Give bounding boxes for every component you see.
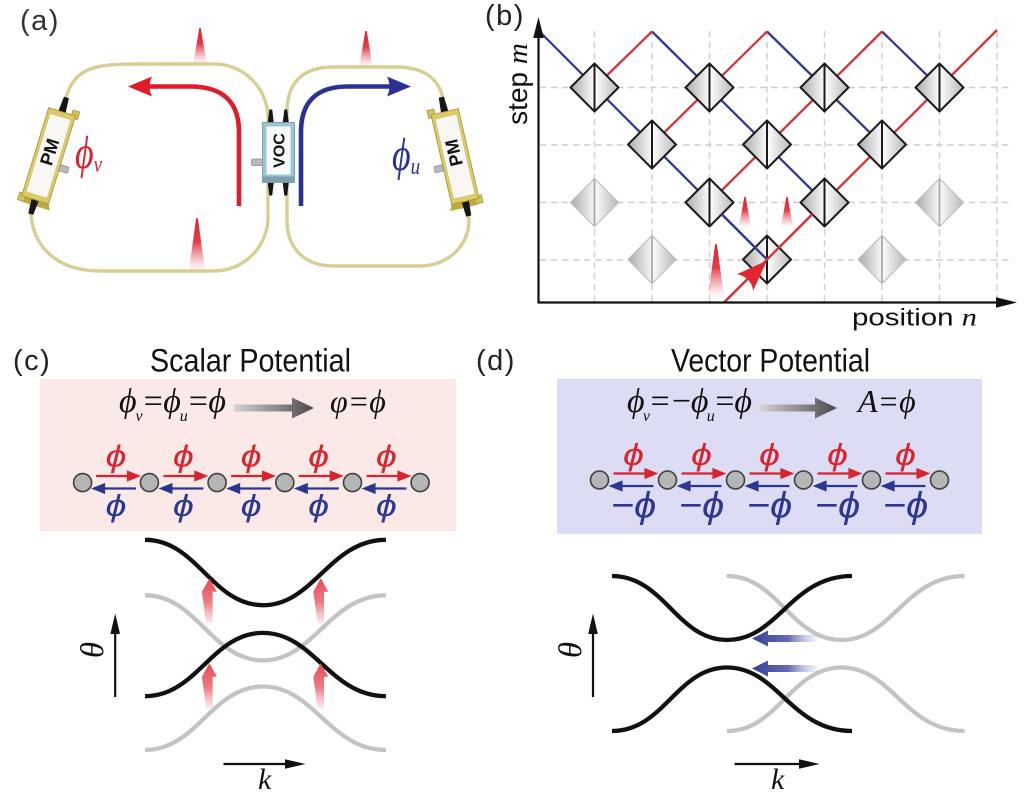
- svg-text:ϕv=ϕu=ϕ: ϕv=ϕu=ϕ: [119, 383, 226, 425]
- svg-text:θ: θ: [75, 642, 111, 658]
- svg-text:ϕ: ϕ: [173, 489, 194, 523]
- svg-text:−ϕ: −ϕ: [679, 485, 725, 526]
- svg-text:k: k: [258, 763, 272, 790]
- svg-text:ϕv: ϕv: [75, 127, 102, 178]
- svg-text:ϕ: ϕ: [827, 438, 848, 472]
- svg-text:ϕ: ϕ: [895, 438, 916, 472]
- svg-text:Vector Potential: Vector Potential: [671, 343, 870, 379]
- svg-text:ϕ: ϕ: [241, 440, 262, 474]
- svg-text:ϕ: ϕ: [376, 440, 397, 474]
- svg-text:ϕu: ϕu: [392, 129, 420, 180]
- svg-text:−ϕ: −ϕ: [883, 485, 929, 526]
- svg-text:ϕ: ϕ: [759, 438, 780, 472]
- svg-text:ϕv=−ϕu=ϕ: ϕv=−ϕu=ϕ: [627, 383, 752, 425]
- svg-text:(c): (c): [13, 345, 51, 377]
- svg-text:−ϕ: −ϕ: [747, 485, 793, 526]
- svg-text:step m: step m: [502, 43, 534, 125]
- svg-text:position n: position n: [852, 305, 977, 332]
- svg-text:(d): (d): [476, 345, 516, 377]
- svg-text:θ: θ: [553, 642, 589, 658]
- svg-text:k: k: [771, 763, 785, 790]
- svg-text:Scalar Potential: Scalar Potential: [150, 343, 351, 379]
- svg-text:φ=ϕ: φ=ϕ: [330, 383, 386, 419]
- svg-text:−ϕ: −ϕ: [611, 485, 657, 526]
- svg-text:VOC: VOC: [272, 133, 289, 168]
- svg-text:−ϕ: −ϕ: [815, 485, 861, 526]
- svg-text:ϕ: ϕ: [106, 440, 127, 474]
- svg-text:ϕ: ϕ: [623, 438, 644, 472]
- svg-text:ϕ: ϕ: [308, 489, 329, 523]
- svg-text:ϕ: ϕ: [173, 440, 194, 474]
- svg-text:ϕ: ϕ: [376, 489, 397, 523]
- svg-text:ϕ: ϕ: [106, 489, 127, 523]
- svg-text:(a): (a): [20, 5, 60, 37]
- svg-text:ϕ: ϕ: [691, 438, 712, 472]
- svg-text:(b): (b): [485, 0, 525, 32]
- svg-text:ϕ: ϕ: [241, 489, 262, 523]
- svg-text:ϕ: ϕ: [308, 440, 329, 474]
- svg-text:A=ϕ: A=ϕ: [856, 383, 916, 419]
